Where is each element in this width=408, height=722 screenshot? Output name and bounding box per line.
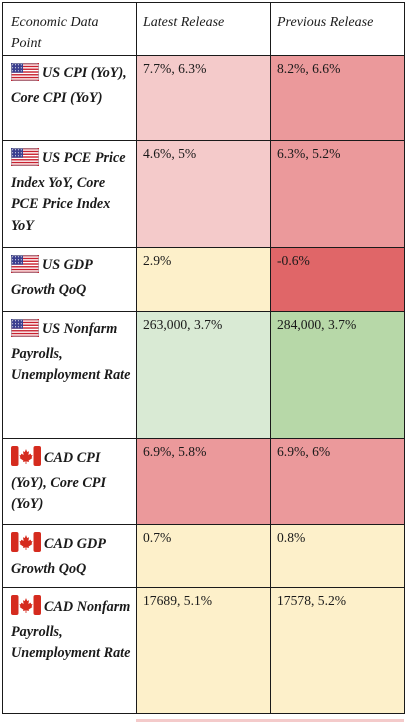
row-name: CAD GDP Growth QoQ [11, 536, 106, 578]
latest-release-cell: 7.7%, 6.3% [136, 55, 271, 141]
table-row: US PCE Price Index YoY, Core PCE Price I… [2, 140, 405, 248]
us-flag-icon [11, 255, 39, 280]
previous-release-cell: 0.8% [270, 524, 405, 588]
latest-release-cell: 0.7% [136, 524, 271, 588]
header-previous-release: Previous Release [270, 2, 405, 56]
canada-flag-icon [11, 595, 41, 622]
row-name-cell: US GDP Growth QoQ [2, 247, 137, 312]
row-name-cell: CAD Nonfarm Payrolls, Unemployment Rate [2, 587, 137, 714]
row-name: US Nonfarm Payrolls, Unemployment Rate [11, 321, 131, 384]
row-name: US PCE Price Index YoY, Core PCE Price I… [11, 150, 126, 234]
next-row-edge [2, 719, 404, 722]
economic-data-table: Economic Data Point Latest Release Previ… [2, 2, 405, 714]
header-economic-data-point: Economic Data Point [2, 2, 137, 56]
table-row: US GDP Growth QoQ 2.9% -0.6% [2, 247, 405, 312]
us-flag-icon [11, 319, 39, 344]
next-row-edge-latest [136, 719, 270, 722]
row-name: CAD Nonfarm Payrolls, Unemployment Rate [11, 599, 131, 662]
previous-release-cell: 17578, 5.2% [270, 587, 405, 714]
row-name: US CPI (YoY), Core CPI (YoY) [11, 65, 127, 107]
next-row-edge-name [2, 719, 136, 722]
latest-release-cell: 6.9%, 5.8% [136, 438, 271, 525]
table-row: US Nonfarm Payrolls, Unemployment Rate 2… [2, 311, 405, 439]
canada-flag-icon [11, 532, 41, 559]
table-row: CAD CPI (YoY), Core CPI (YoY) 6.9%, 5.8%… [2, 438, 405, 525]
row-name: US GDP Growth QoQ [11, 257, 93, 299]
row-name-cell: CAD GDP Growth QoQ [2, 524, 137, 588]
row-name-cell: CAD CPI (YoY), Core CPI (YoY) [2, 438, 137, 525]
us-flag-icon [11, 148, 39, 173]
previous-release-cell: 6.9%, 6% [270, 438, 405, 525]
latest-release-cell: 263,000, 3.7% [136, 311, 271, 439]
table-row: US CPI (YoY), Core CPI (YoY) 7.7%, 6.3% … [2, 55, 405, 141]
previous-release-cell: 8.2%, 6.6% [270, 55, 405, 141]
row-name-cell: US PCE Price Index YoY, Core PCE Price I… [2, 140, 137, 248]
latest-release-cell: 4.6%, 5% [136, 140, 271, 248]
row-name-cell: US CPI (YoY), Core CPI (YoY) [2, 55, 137, 141]
table-row: CAD GDP Growth QoQ 0.7% 0.8% [2, 524, 405, 588]
canada-flag-icon [11, 446, 41, 473]
latest-release-cell: 17689, 5.1% [136, 587, 271, 714]
row-name: CAD CPI (YoY), Core CPI (YoY) [11, 450, 106, 513]
previous-release-cell: 6.3%, 5.2% [270, 140, 405, 248]
row-name-cell: US Nonfarm Payrolls, Unemployment Rate [2, 311, 137, 439]
next-row-edge-previous [270, 719, 404, 722]
header-latest-release: Latest Release [136, 2, 271, 56]
previous-release-cell: 284,000, 3.7% [270, 311, 405, 439]
us-flag-icon [11, 63, 39, 88]
header-row: Economic Data Point Latest Release Previ… [2, 2, 405, 56]
table-row: CAD Nonfarm Payrolls, Unemployment Rate … [2, 587, 405, 714]
latest-release-cell: 2.9% [136, 247, 271, 312]
previous-release-cell: -0.6% [270, 247, 405, 312]
